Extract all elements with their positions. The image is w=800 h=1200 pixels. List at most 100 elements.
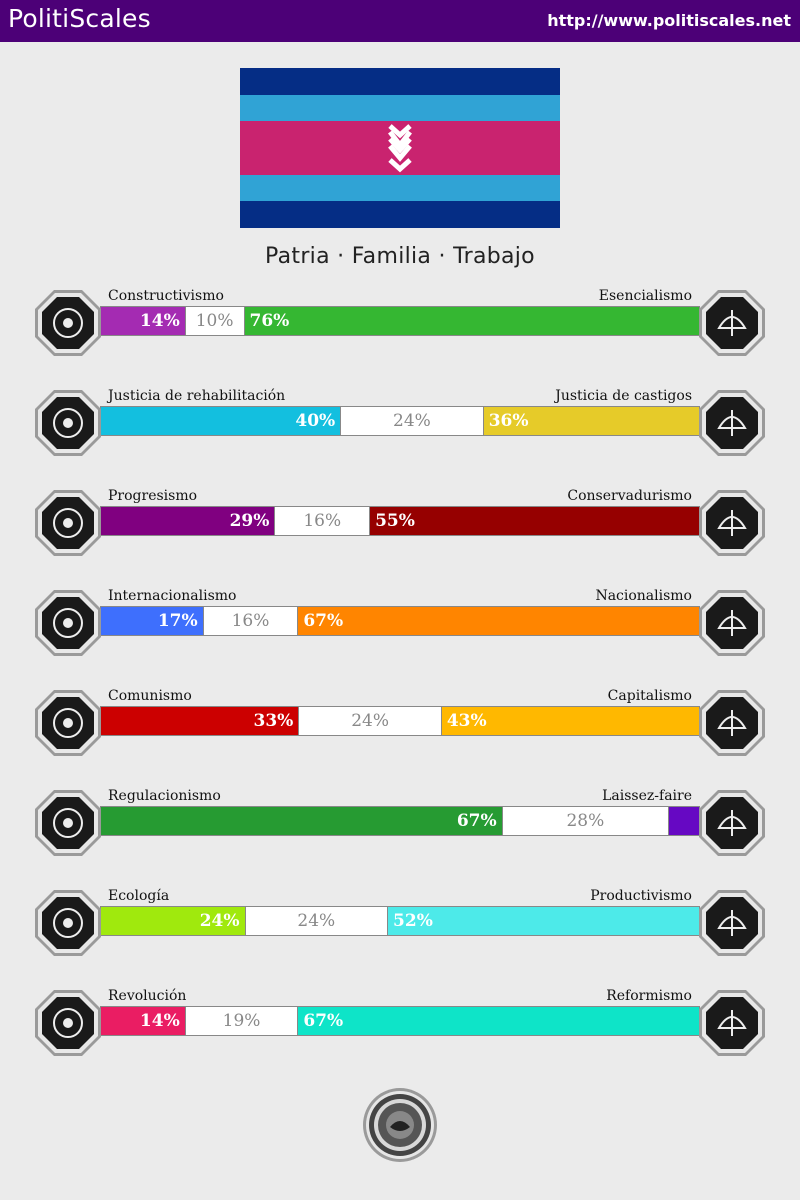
- axis-row: Comunismo Capitalismo 33% 24% 43%: [0, 688, 800, 778]
- axis-bar: 24% 24% 52%: [100, 906, 700, 936]
- axis-neutral-value: 19%: [222, 1011, 261, 1031]
- axis-neutral-value: 24%: [297, 911, 336, 931]
- gear-icon: [699, 890, 765, 956]
- handshake-icon: [35, 390, 101, 456]
- axis-left-segment: 14%: [101, 1007, 185, 1035]
- axis-left-segment: 29%: [101, 507, 275, 535]
- axis-right-segment: [669, 807, 699, 835]
- axis-right-label: Conservadurismo: [567, 488, 692, 504]
- axis-row: Progresismo Conservadurismo 29% 16% 55%: [0, 488, 800, 578]
- axis-neutral-segment: 10%: [184, 307, 245, 335]
- axis-left-value: 14%: [139, 1011, 180, 1031]
- prison-bars-icon: [699, 390, 765, 456]
- axis-left-label: Ecología: [108, 888, 170, 904]
- axis-right-value: 67%: [303, 1011, 344, 1031]
- axis-bar: 17% 16% 67%: [100, 606, 700, 636]
- axis-bar: 67% 28%: [100, 806, 700, 836]
- axis-right-segment: 36%: [483, 407, 699, 435]
- axis-row: Ecología Productivismo 24% 24% 52%: [0, 888, 800, 978]
- site-brand[interactable]: PolitiScales: [8, 4, 151, 33]
- axis-right-value: 76%: [249, 311, 290, 331]
- flag-stripe-upper: [240, 95, 560, 121]
- axis-neutral-value: 10%: [195, 311, 234, 331]
- axis-right-segment: 76%: [244, 307, 699, 335]
- axis-left-value: 67%: [456, 811, 497, 831]
- axis-left-segment: 24%: [101, 907, 245, 935]
- axis-right-value: 52%: [393, 911, 433, 931]
- axis-right-segment: 55%: [370, 507, 699, 535]
- axis-left-segment: 17%: [101, 607, 203, 635]
- site-url[interactable]: http://www.politiscales.net: [547, 11, 791, 30]
- axis-row: Regulacionismo Laissez-faire 67% 28%: [0, 788, 800, 878]
- axis-left-label: Comunismo: [108, 688, 192, 704]
- axis-right-label: Esencialismo: [598, 288, 692, 304]
- hammer-sickle-icon: [35, 690, 101, 756]
- axis-bar: 14% 19% 67%: [100, 1006, 700, 1036]
- axis-left-value: 40%: [295, 411, 336, 431]
- axis-left-value: 33%: [253, 711, 294, 731]
- flag-stripe-top: [240, 68, 560, 95]
- ruler-icon: [35, 790, 101, 856]
- money-bag-icon: [699, 690, 765, 756]
- flag-motto: Patria · Familia · Trabajo: [265, 244, 535, 269]
- sprout-icon: [35, 890, 101, 956]
- axis-right-label: Productivismo: [590, 888, 692, 904]
- axis-neutral-value: 24%: [393, 411, 431, 431]
- axis-left-label: Regulacionismo: [108, 788, 221, 804]
- flag-stripe-lower: [240, 175, 560, 201]
- axis-left-segment: 14%: [101, 307, 185, 335]
- axis-right-label: Justicia de castigos: [555, 388, 692, 404]
- axis-neutral-value: 16%: [303, 511, 342, 531]
- axis-right-segment: 67%: [298, 1007, 699, 1035]
- axis-row: Internacionalismo Nacionalismo 17% 16% 6…: [0, 588, 800, 678]
- globe-icon: [35, 590, 101, 656]
- rocket-icon: [35, 490, 101, 556]
- axis-right-segment: 52%: [388, 907, 699, 935]
- axis-left-label: Justicia de rehabilitación: [108, 388, 286, 404]
- axis-bar: 29% 16% 55%: [100, 506, 700, 536]
- flag-icon: [699, 590, 765, 656]
- axis-neutral-segment: 28%: [501, 807, 670, 835]
- axis-left-label: Progresismo: [108, 488, 198, 504]
- axis-neutral-segment: 16%: [274, 507, 371, 535]
- axis-left-segment: 67%: [101, 807, 502, 835]
- quill-icon: [699, 490, 765, 556]
- axis-neutral-segment: 24%: [340, 407, 484, 435]
- parliament-icon: [699, 990, 765, 1056]
- axis-left-value: 24%: [199, 911, 240, 931]
- axis-right-value: 43%: [446, 711, 487, 731]
- axis-right-label: Laissez-faire: [602, 788, 692, 804]
- axis-neutral-segment: 19%: [184, 1007, 299, 1035]
- triple-chevron-symbol: [388, 124, 412, 173]
- axis-right-value: 55%: [375, 511, 415, 531]
- axis-right-value: 67%: [303, 611, 344, 631]
- flag-stripe-bottom: [240, 201, 560, 228]
- axis-bar: 40% 24% 36%: [100, 406, 700, 436]
- flower-icon: [699, 290, 765, 356]
- axis-left-label: Internacionalismo: [108, 588, 237, 604]
- butterfly-icon: [699, 790, 765, 856]
- axis-right-label: Nacionalismo: [595, 588, 692, 604]
- fist-icon: [35, 990, 101, 1056]
- axis-bar: 33% 24% 43%: [100, 706, 700, 736]
- header-bar: PolitiScales http://www.politiscales.net: [0, 0, 800, 42]
- axis-neutral-value: 28%: [566, 811, 605, 831]
- axis-neutral-segment: 24%: [244, 907, 389, 935]
- axis-left-value: 14%: [139, 311, 180, 331]
- axis-row: Revolución Reformismo 14% 19% 67%: [0, 988, 800, 1078]
- axis-right-segment: 43%: [441, 707, 699, 735]
- ideology-flag: [240, 68, 560, 228]
- axis-bar: 14% 10% 76%: [100, 306, 700, 336]
- axis-right-value: 36%: [488, 411, 529, 431]
- axis-left-value: 29%: [229, 511, 270, 531]
- axis-left-value: 17%: [157, 611, 198, 631]
- axis-left-segment: 40%: [101, 407, 341, 435]
- axis-neutral-value: 16%: [231, 611, 270, 631]
- axis-right-label: Reformismo: [606, 988, 692, 1004]
- axis-neutral-segment: 16%: [202, 607, 299, 635]
- axis-right-label: Capitalismo: [607, 688, 692, 704]
- axis-neutral-value: 24%: [351, 711, 389, 731]
- axis-left-segment: 33%: [101, 707, 299, 735]
- axis-row: Justicia de rehabilitación Justicia de c…: [0, 388, 800, 478]
- axis-right-segment: 67%: [298, 607, 699, 635]
